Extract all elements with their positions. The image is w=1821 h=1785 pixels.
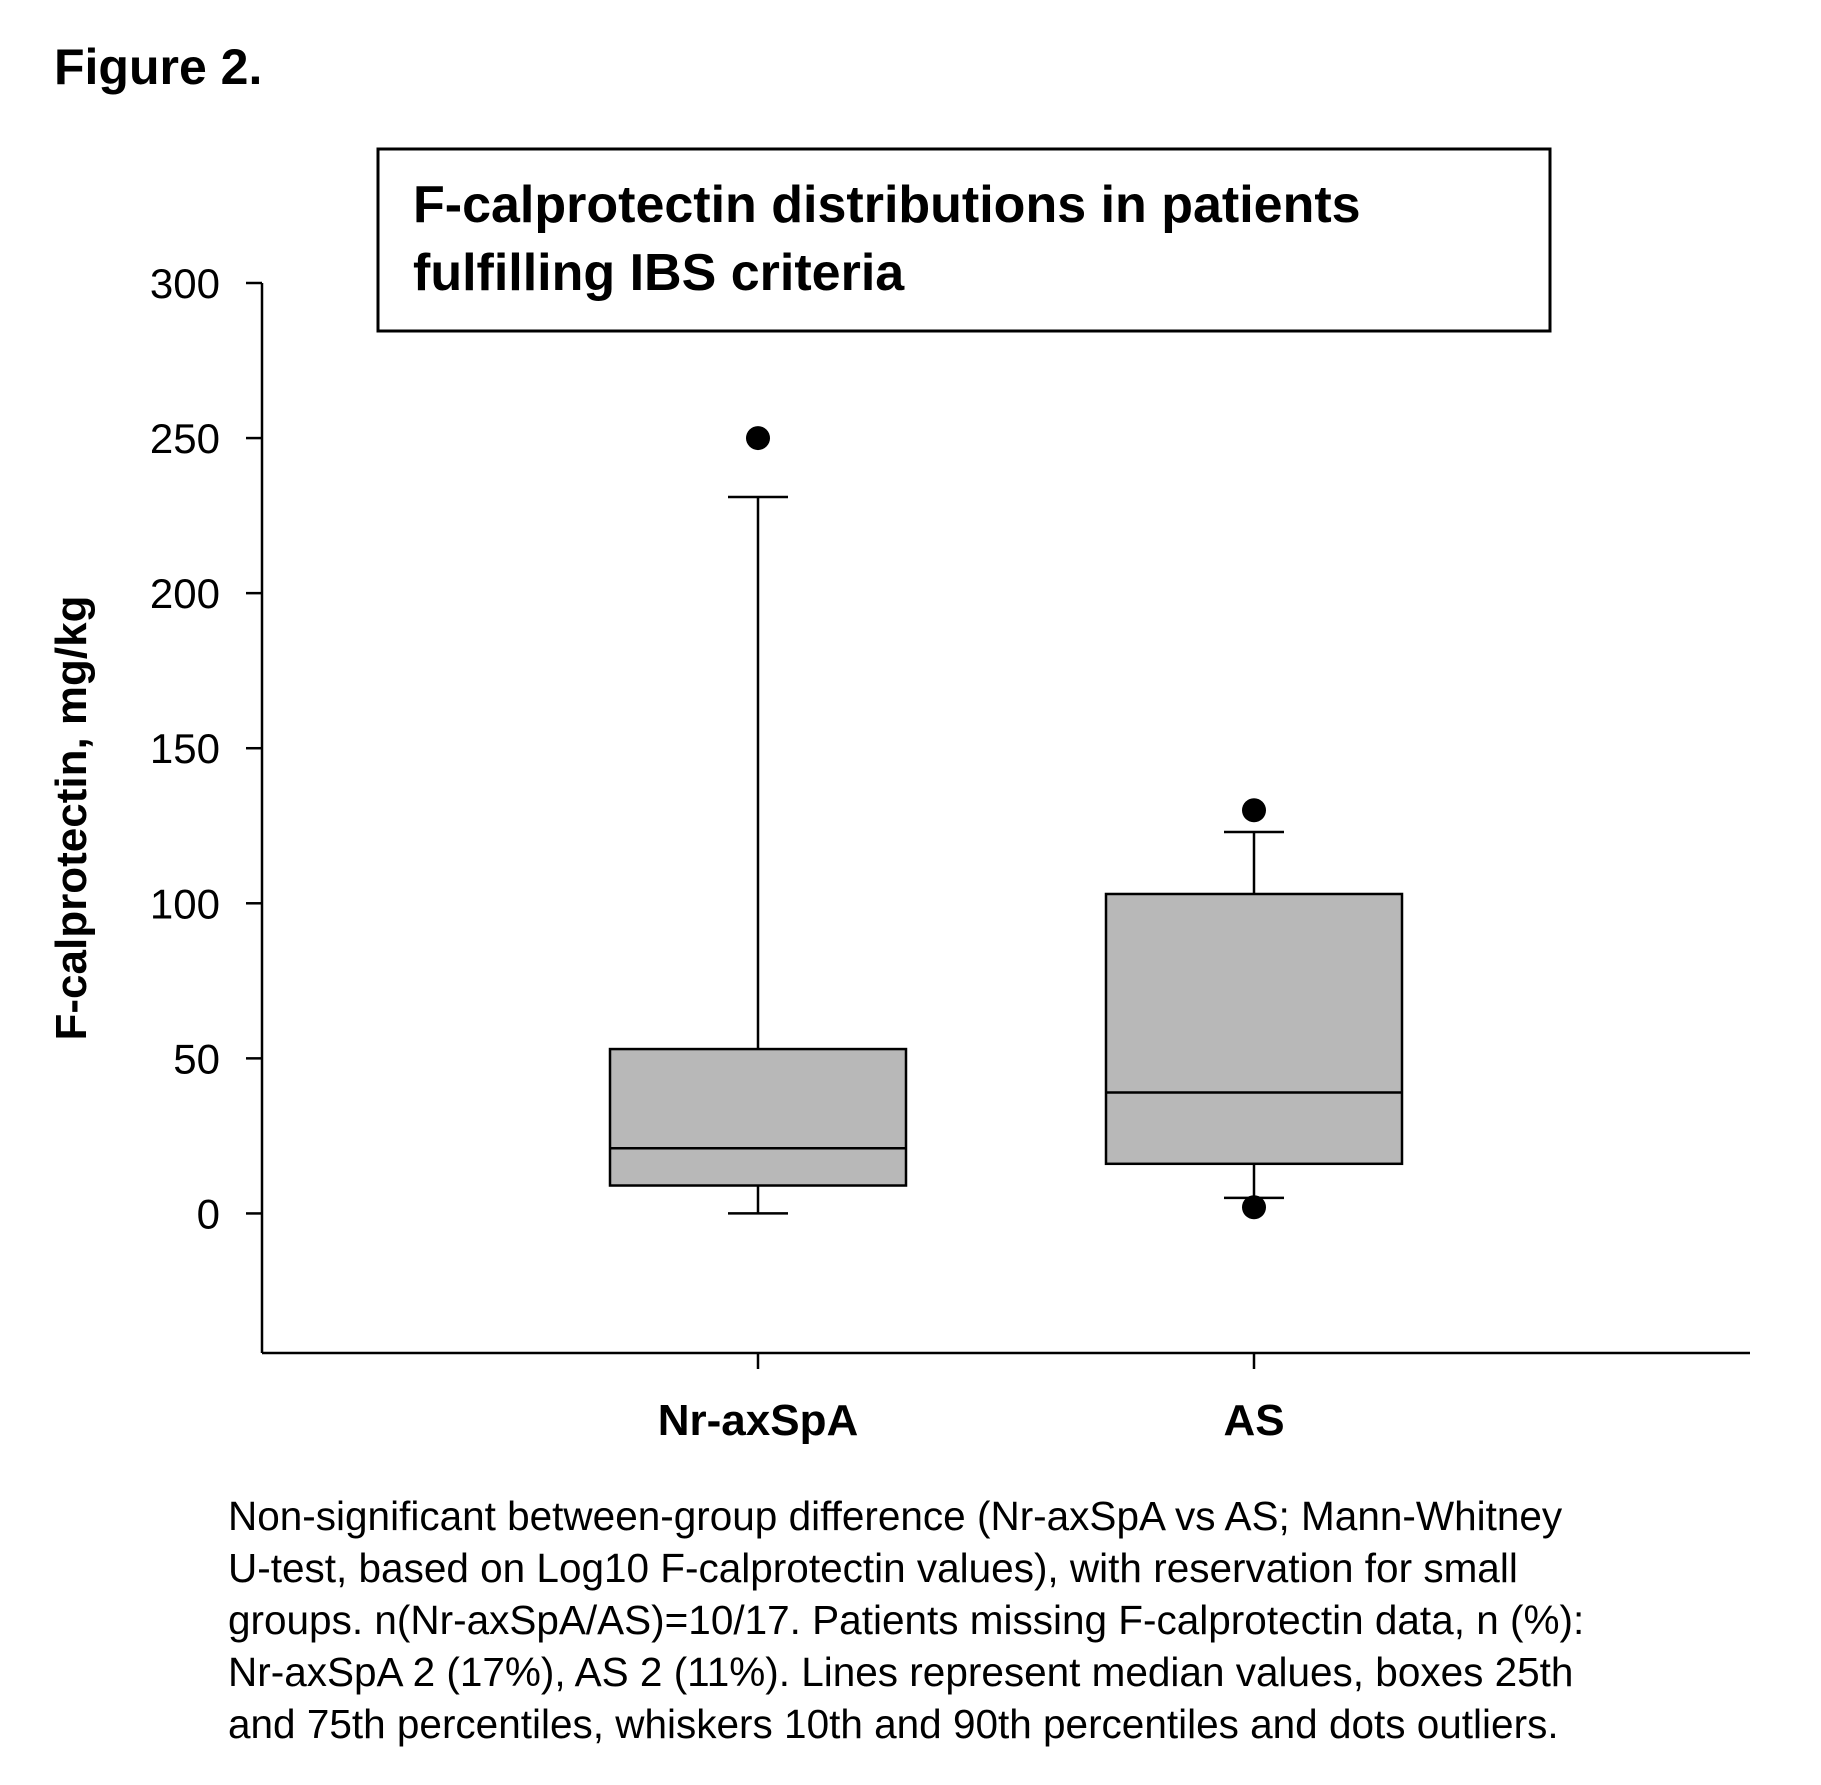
caption-line: groups. n(Nr-axSpA/AS)=10/17. Patients m… xyxy=(228,1597,1585,1643)
caption-line: U-test, based on Log10 F-calprotectin va… xyxy=(228,1545,1518,1591)
iqr-box xyxy=(1104,892,1404,1166)
chart-title-box: F-calprotectin distributions in patients… xyxy=(376,147,1552,333)
box-group-nr-axspa xyxy=(608,426,908,1215)
outlier-point xyxy=(746,426,770,451)
y-tick-label: 150 xyxy=(150,725,220,772)
y-tick-label: 50 xyxy=(173,1035,220,1082)
chart-title-line: fulfilling IBS criteria xyxy=(413,244,905,302)
caption-line: Non-significant between-group difference… xyxy=(228,1493,1563,1539)
axes: 0 50 100 150 200 250 300 F-calprotectin, mg/kg N… xyxy=(47,260,1750,1445)
y-axis-label: F-calprotectin, mg/kg xyxy=(47,596,96,1041)
outlier-point xyxy=(1242,798,1266,823)
box-group-as xyxy=(1104,798,1404,1220)
chart-title-frame xyxy=(376,147,1552,333)
iqr-box xyxy=(608,1047,908,1187)
y-tick-label: 300 xyxy=(150,260,220,307)
y-tick-label: 200 xyxy=(150,570,220,617)
x-tick-label: AS xyxy=(1223,1396,1284,1445)
boxes xyxy=(608,426,1404,1220)
caption-line: and 75th percentiles, whiskers 10th and … xyxy=(228,1701,1559,1747)
caption-line: Nr-axSpA 2 (17%), AS 2 (11%). Lines repr… xyxy=(228,1649,1574,1695)
figure-label: Figure 2. xyxy=(54,39,263,95)
outlier-point xyxy=(1242,1195,1266,1220)
chart-title-line: F-calprotectin distributions in patients xyxy=(413,176,1361,234)
y-tick-label: 100 xyxy=(150,880,220,927)
y-tick-label: 250 xyxy=(150,415,220,462)
y-tick-label: 0 xyxy=(197,1190,220,1237)
figure-caption: Non-significant between-group difference… xyxy=(228,1490,1788,1750)
x-tick-label: Nr-axSpA xyxy=(658,1396,859,1445)
